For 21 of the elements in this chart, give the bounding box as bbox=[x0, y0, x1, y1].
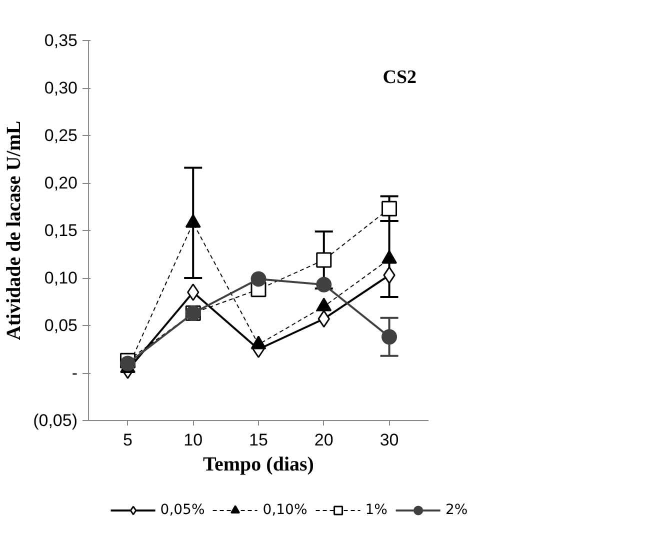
legend-label: 0,10% bbox=[262, 502, 308, 518]
legend-label: 1% bbox=[365, 502, 388, 518]
y-tick-label: 0,10 bbox=[44, 268, 78, 288]
y-axis-title: Atividade de lacase U/mL bbox=[3, 120, 26, 340]
x-tick-label: 5 bbox=[123, 430, 132, 450]
annotation: CS2 bbox=[382, 67, 417, 88]
y-tick-label: 0,30 bbox=[44, 78, 78, 98]
y-tick-label: 0,05 bbox=[44, 316, 78, 335]
y-tick-label: - bbox=[72, 364, 78, 382]
legend-label: 2% bbox=[445, 502, 468, 518]
y-tick-label: 0,25 bbox=[44, 126, 78, 145]
y-tick-label: 0,35 bbox=[44, 31, 78, 50]
y-tick-label: 0,20 bbox=[44, 174, 78, 192]
x-axis-title: Tempo (dias) bbox=[203, 454, 314, 476]
x-tick-label: 20 bbox=[314, 430, 334, 450]
x-tick-label: 15 bbox=[249, 430, 268, 450]
y-tick-label: (0,05) bbox=[33, 411, 78, 430]
x-tick-label: 30 bbox=[380, 430, 399, 450]
legend-label: 0,05% bbox=[160, 502, 205, 518]
y-tick-label: 0,15 bbox=[44, 221, 78, 240]
x-tick-label: 10 bbox=[184, 430, 203, 450]
